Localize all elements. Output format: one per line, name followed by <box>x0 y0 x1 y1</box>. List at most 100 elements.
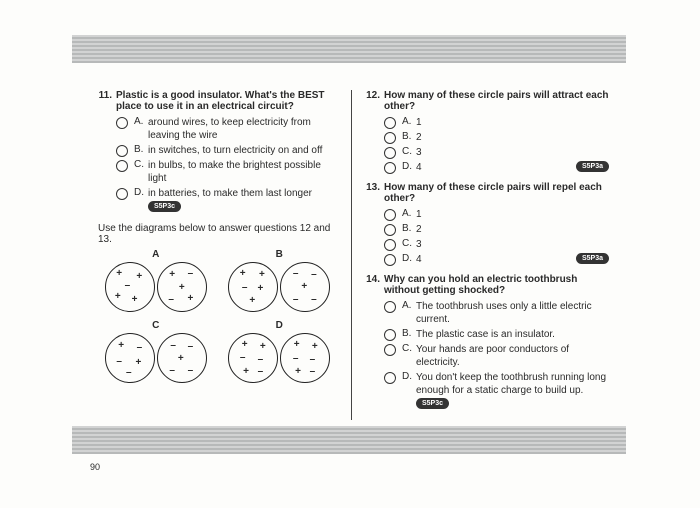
radio-icon <box>116 160 128 172</box>
option-letter: B. <box>402 131 416 142</box>
pair-label-d: D <box>276 320 283 331</box>
q14-text: Why can you hold an electric toothbrush … <box>384 274 609 296</box>
option-letter: B. <box>134 144 148 155</box>
radio-icon <box>384 301 396 313</box>
option-text: around wires, to keep electricity from l… <box>148 116 341 142</box>
option-text: The plastic case is an insulator. <box>416 328 609 341</box>
q14-option-b[interactable]: B.The plastic case is an insulator. <box>384 328 609 341</box>
q13-option-c[interactable]: C.3 <box>384 238 609 251</box>
q14-option-a[interactable]: A.The toothbrush uses only a little elec… <box>384 300 609 326</box>
standard-badge: S5P3c <box>416 398 449 409</box>
option-text: 1 <box>416 116 609 129</box>
pair-label-c: C <box>152 320 159 331</box>
radio-icon <box>384 254 396 266</box>
option-letter: D. <box>402 253 416 264</box>
radio-icon <box>384 239 396 251</box>
content-area: 11. Plastic is a good insulator. What's … <box>88 90 615 420</box>
q12-option-c[interactable]: C.3 <box>384 146 609 159</box>
q12-option-b[interactable]: B.2 <box>384 131 609 144</box>
option-letter: D. <box>134 187 148 198</box>
radio-icon <box>384 372 396 384</box>
option-text: in switches, to turn electricity on and … <box>148 144 341 157</box>
decorative-bar-bottom <box>72 426 626 454</box>
option-text: 4 S5P3a <box>416 253 609 266</box>
circle-icon: –– + –– <box>280 262 330 312</box>
radio-icon <box>384 162 396 174</box>
diagram-row-2: C +– –+ – –– + –– D <box>94 320 341 383</box>
q13-option-a[interactable]: A.1 <box>384 208 609 221</box>
q11-option-a[interactable]: A. around wires, to keep electricity fro… <box>116 116 341 142</box>
option-letter: C. <box>134 159 148 170</box>
decorative-bar-top <box>72 35 626 63</box>
question-11: 11. Plastic is a good insulator. What's … <box>94 90 341 213</box>
radio-icon <box>116 188 128 200</box>
option-text-inner: 4 <box>416 162 422 173</box>
standard-badge: S5P3c <box>148 201 181 212</box>
pair-label-b: B <box>276 249 283 260</box>
radio-icon <box>384 329 396 341</box>
option-letter: B. <box>402 328 416 339</box>
circle-icon: –– + –– <box>157 333 207 383</box>
q13-option-d[interactable]: D.4 S5P3a <box>384 253 609 266</box>
option-letter: C. <box>402 343 416 354</box>
q14-option-c[interactable]: C.Your hands are poor conductors of elec… <box>384 343 609 369</box>
option-text: Your hands are poor conductors of electr… <box>416 343 609 369</box>
radio-icon <box>384 132 396 144</box>
pair-label-a: A <box>152 249 159 260</box>
right-column: 12. How many of these circle pairs will … <box>352 90 615 420</box>
option-letter: C. <box>402 146 416 157</box>
q11-option-b[interactable]: B. in switches, to turn electricity on a… <box>116 144 341 157</box>
radio-icon <box>116 117 128 129</box>
pair-b: B ++ –+ + –– + –– <box>228 249 330 312</box>
standard-badge: S5P3a <box>576 161 609 172</box>
q12-text: How many of these circle pairs will attr… <box>384 90 609 112</box>
pair-c: C +– –+ – –– + –– <box>105 320 207 383</box>
q12-option-d[interactable]: D.4 S5P3a <box>384 161 609 174</box>
option-letter: A. <box>402 116 416 127</box>
option-letter: C. <box>402 238 416 249</box>
option-text: 1 <box>416 208 609 221</box>
option-text: in batteries, to make them last longer S… <box>148 187 341 213</box>
q14-option-d[interactable]: D.You don't keep the toothbrush running … <box>384 371 609 410</box>
q12-option-a[interactable]: A.1 <box>384 116 609 129</box>
radio-icon <box>384 147 396 159</box>
option-text: 3 <box>416 238 609 251</box>
page-number: 90 <box>90 462 100 472</box>
question-13: 13. How many of these circle pairs will … <box>362 182 609 266</box>
option-text-inner: in batteries, to make them last longer <box>148 188 312 199</box>
radio-icon <box>384 224 396 236</box>
q14-number: 14. <box>362 274 384 296</box>
option-letter: D. <box>402 371 416 382</box>
question-12: 12. How many of these circle pairs will … <box>362 90 609 174</box>
option-letter: A. <box>134 116 148 127</box>
q13-option-b[interactable]: B.2 <box>384 223 609 236</box>
radio-icon <box>384 209 396 221</box>
option-text-inner: You don't keep the toothbrush running lo… <box>416 372 606 396</box>
standard-badge: S5P3a <box>576 253 609 264</box>
diagram-row-1: A ++ – ++ +– + –+ B <box>94 249 341 312</box>
q11-option-d[interactable]: D. in batteries, to make them last longe… <box>116 187 341 213</box>
option-letter: A. <box>402 208 416 219</box>
radio-icon <box>116 145 128 157</box>
option-letter: D. <box>402 161 416 172</box>
circle-icon: ++ – ++ <box>105 262 155 312</box>
circle-icon: +– –+ – <box>105 333 155 383</box>
option-text: in bulbs, to make the brightest possible… <box>148 159 341 185</box>
circle-icon: ++ –– +– <box>280 333 330 383</box>
q12-number: 12. <box>362 90 384 112</box>
option-text: 4 S5P3a <box>416 161 609 174</box>
pair-d: D ++ –– +– ++ –– +– <box>228 320 330 383</box>
circle-icon: ++ –+ + <box>228 262 278 312</box>
radio-icon <box>384 117 396 129</box>
option-letter: A. <box>402 300 416 311</box>
q13-number: 13. <box>362 182 384 204</box>
option-text: 3 <box>416 146 609 159</box>
q11-number: 11. <box>94 90 116 112</box>
option-text: You don't keep the toothbrush running lo… <box>416 371 609 410</box>
option-text: 2 <box>416 223 609 236</box>
option-text: 2 <box>416 131 609 144</box>
circle-icon: ++ –– +– <box>228 333 278 383</box>
option-text-inner: 4 <box>416 254 422 265</box>
q11-text: Plastic is a good insulator. What's the … <box>116 90 341 112</box>
q11-option-c[interactable]: C. in bulbs, to make the brightest possi… <box>116 159 341 185</box>
